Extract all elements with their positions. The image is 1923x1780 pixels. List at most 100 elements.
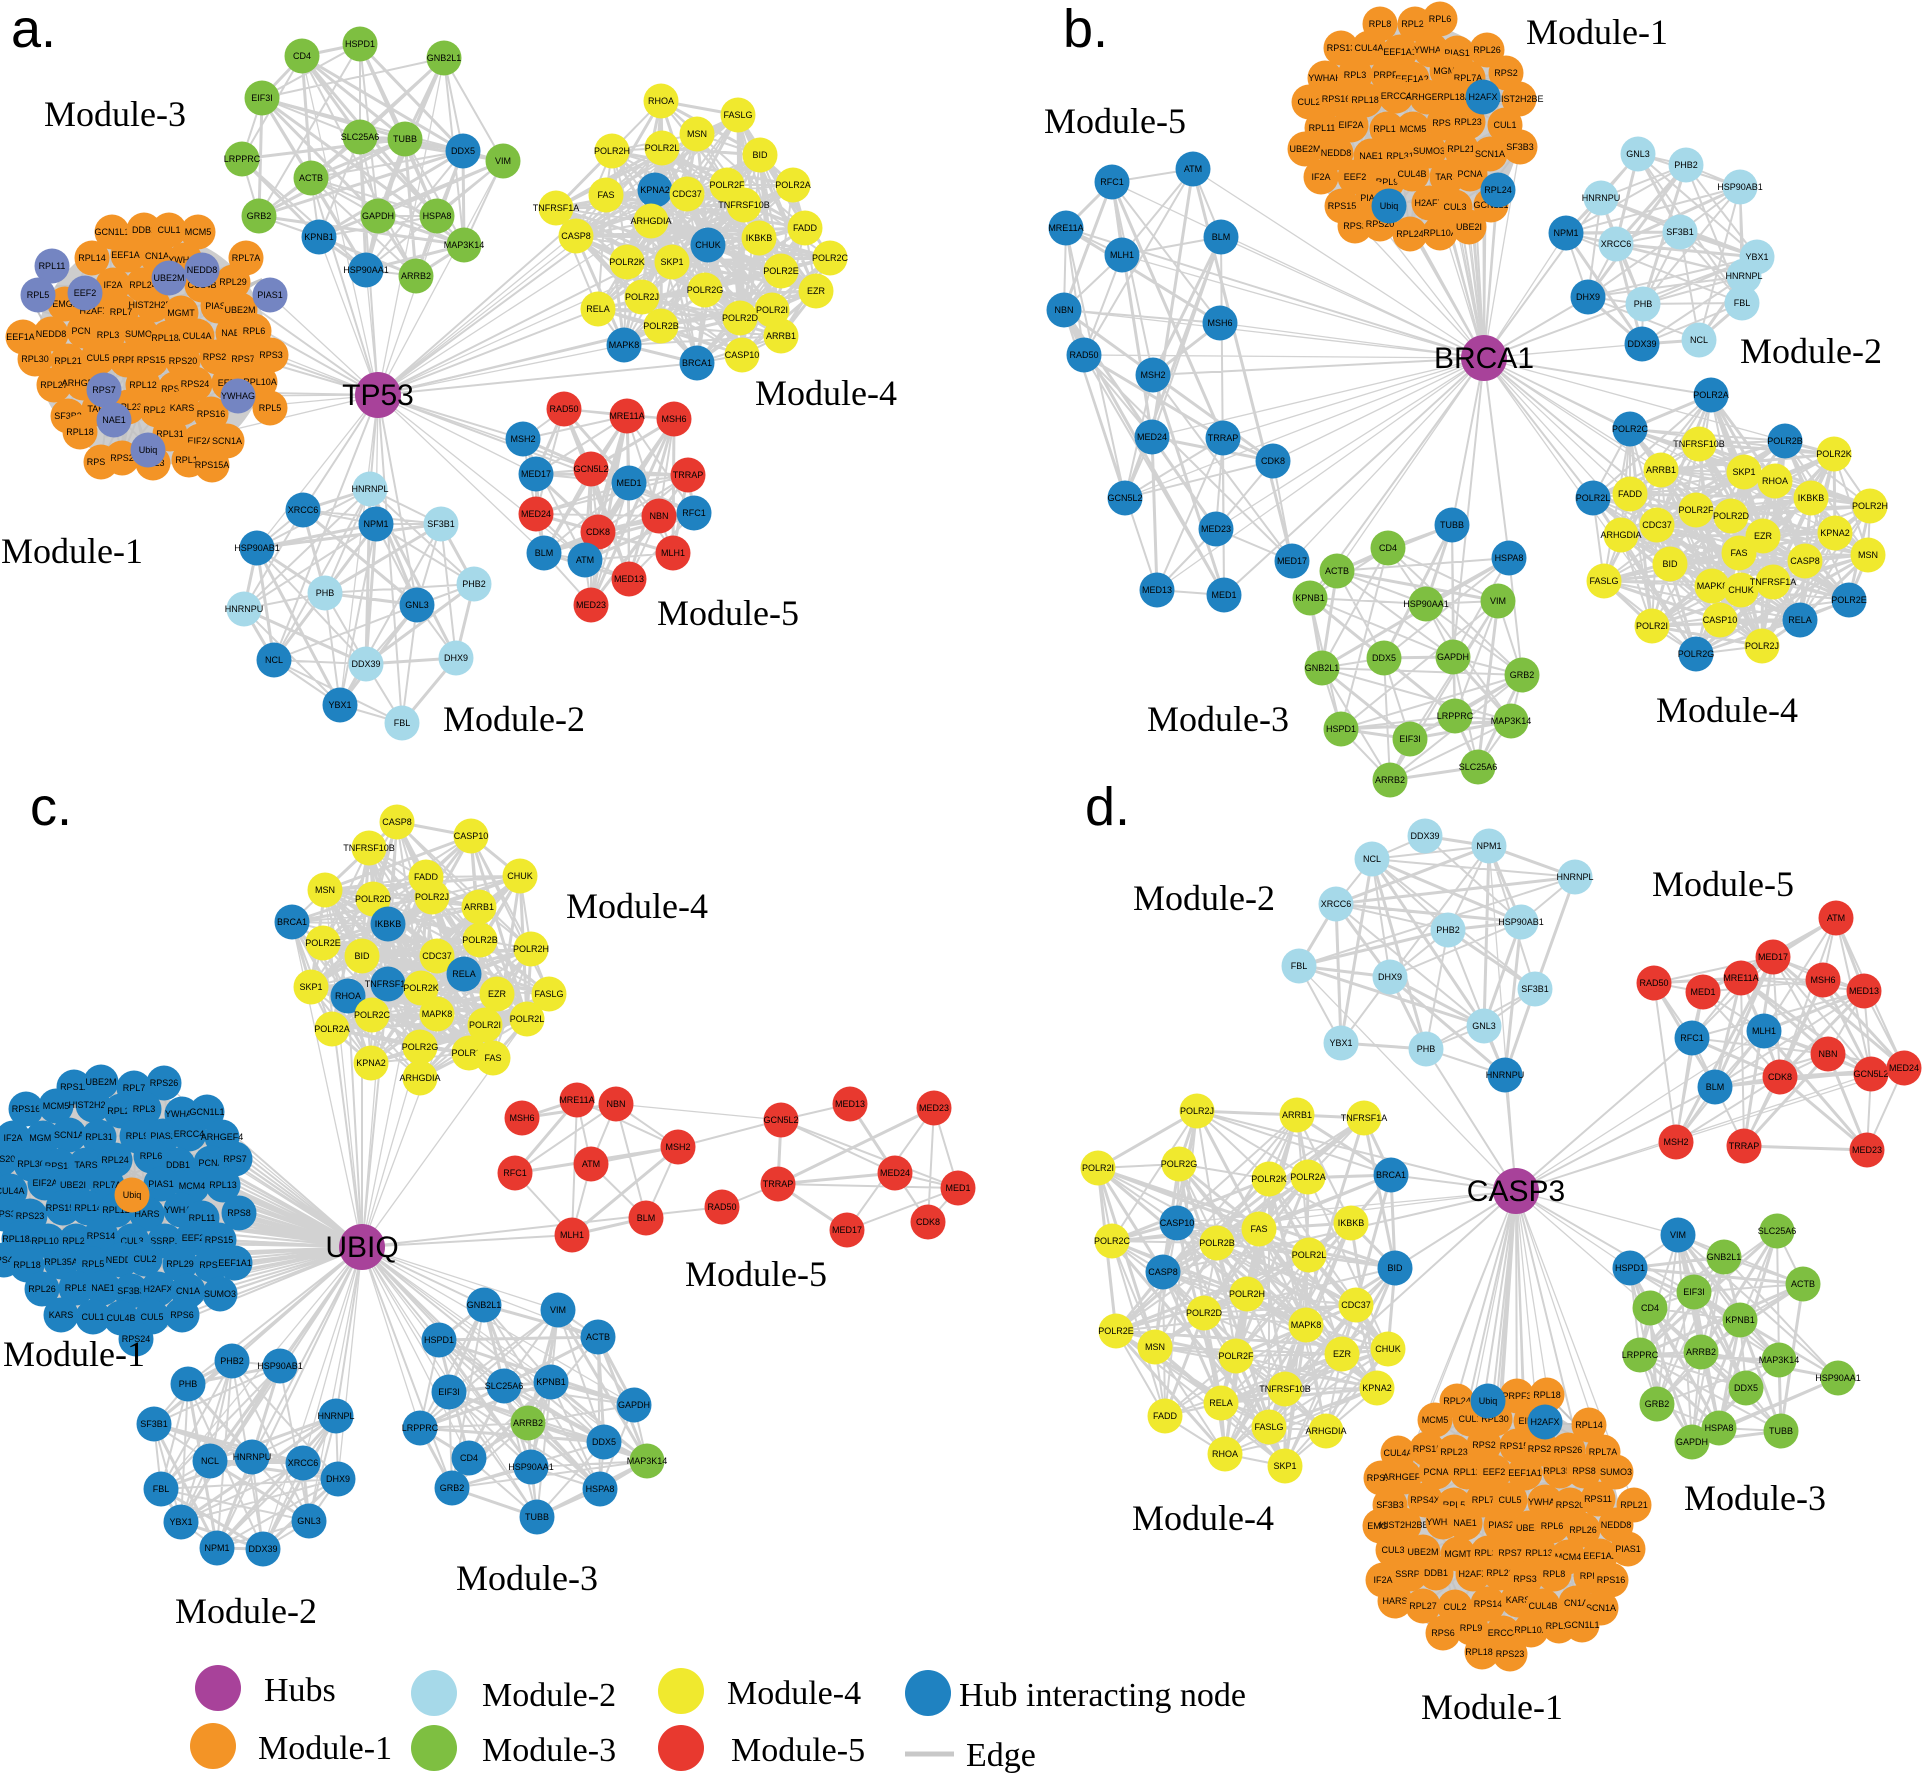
svg-text:CASP10: CASP10 (454, 831, 489, 841)
svg-text:UBE2I: UBE2I (1516, 1523, 1542, 1533)
svg-text:EEF1A1: EEF1A1 (218, 1258, 252, 1268)
svg-text:CN1A: CN1A (176, 1286, 200, 1296)
svg-text:RPL7A: RPL7A (232, 253, 261, 263)
svg-text:RPL23: RPL23 (1454, 117, 1482, 127)
svg-text:H2AFX: H2AFX (1530, 1417, 1559, 1427)
svg-text:RPL9: RPL9 (126, 1131, 149, 1141)
svg-text:Module-3: Module-3 (1684, 1478, 1826, 1518)
svg-text:CUL3: CUL3 (120, 1236, 143, 1246)
svg-text:RPL26: RPL26 (1473, 45, 1501, 55)
svg-text:HARS: HARS (134, 1209, 159, 1219)
svg-text:IF2A: IF2A (103, 280, 122, 290)
svg-text:TP53: TP53 (342, 379, 414, 412)
svg-text:RPS20: RPS20 (1366, 219, 1395, 229)
svg-text:MRE11A: MRE11A (1723, 973, 1758, 983)
svg-text:CASP10: CASP10 (725, 350, 760, 360)
svg-text:MLH1: MLH1 (1752, 1026, 1776, 1036)
svg-text:NEDD8: NEDD8 (36, 329, 67, 339)
svg-text:RPL3: RPL3 (97, 330, 120, 340)
svg-text:YWHAH: YWHAH (164, 1205, 198, 1215)
svg-text:MSN: MSN (687, 129, 707, 139)
svg-text:MED13: MED13 (835, 1099, 865, 1109)
svg-text:MAPK8: MAPK8 (609, 340, 640, 350)
svg-text:RPS14: RPS14 (87, 1231, 116, 1241)
svg-text:RPL6: RPL6 (140, 1151, 163, 1161)
svg-text:RPS15: RPS15 (137, 355, 166, 365)
svg-text:MED17: MED17 (832, 1225, 862, 1235)
svg-text:EIF2A: EIF2A (187, 436, 212, 446)
svg-text:EEF1A2: EEF1A2 (1583, 1551, 1617, 1561)
svg-text:KARS: KARS (1506, 1595, 1531, 1605)
svg-text:HSPA8: HSPA8 (1705, 1423, 1734, 1433)
svg-text:IKBKB: IKBKB (746, 233, 773, 243)
svg-text:GAPDH: GAPDH (362, 211, 394, 221)
svg-text:PCNA: PCNA (1423, 1467, 1448, 1477)
svg-text:RPL8: RPL8 (1369, 19, 1392, 29)
svg-text:DHX9: DHX9 (444, 653, 468, 663)
svg-text:H2AFX: H2AFX (1458, 1569, 1487, 1579)
svg-text:GCN5L2: GCN5L2 (1107, 493, 1142, 503)
svg-text:POLR2A: POLR2A (1290, 1172, 1326, 1182)
svg-text:CUL5: CUL5 (1498, 1495, 1521, 1505)
svg-text:TUBB: TUBB (1769, 1426, 1793, 1436)
svg-text:XRCC6: XRCC6 (1601, 239, 1632, 249)
svg-text:KPNB1: KPNB1 (304, 232, 334, 242)
svg-text:FAS: FAS (597, 190, 614, 200)
svg-text:RPS16: RPS16 (1322, 94, 1351, 104)
svg-text:RPS20: RPS20 (0, 1154, 15, 1164)
svg-text:DDX39: DDX39 (1627, 339, 1656, 349)
svg-text:RPL10A: RPL10A (1423, 228, 1457, 238)
svg-text:PCNA: PCNA (198, 1158, 223, 1168)
svg-text:POLR2A: POLR2A (314, 1024, 350, 1034)
svg-text:RPL8: RPL8 (1543, 1569, 1566, 1579)
svg-text:MLH1: MLH1 (1110, 250, 1134, 260)
svg-text:RPL12: RPL12 (1453, 1467, 1481, 1477)
svg-text:YWHAH: YWHAH (1426, 1517, 1460, 1527)
svg-text:CD4: CD4 (293, 51, 311, 61)
svg-text:ARRB2: ARRB2 (513, 1418, 543, 1428)
svg-text:GNB2L1: GNB2L1 (427, 53, 462, 63)
svg-text:GRB2: GRB2 (440, 1483, 465, 1493)
svg-text:Module-4: Module-4 (1656, 690, 1798, 730)
svg-text:POLR2B: POLR2B (1767, 436, 1803, 446)
svg-text:SUMO3: SUMO3 (125, 329, 157, 339)
svg-text:HIST2H2BE: HIST2H2BE (1379, 1520, 1428, 1530)
svg-text:NEDD8: NEDD8 (106, 1255, 137, 1265)
svg-text:PCNA: PCNA (71, 326, 96, 336)
svg-text:LRPPRC: LRPPRC (224, 154, 261, 164)
svg-text:RELA: RELA (586, 304, 610, 314)
svg-text:SSRP1: SSRP1 (1395, 1569, 1425, 1579)
svg-text:CDC37: CDC37 (672, 189, 702, 199)
svg-text:SCN1A: SCN1A (1586, 1603, 1616, 1613)
svg-text:RPL11: RPL11 (1309, 123, 1336, 133)
svg-text:RPL18: RPL18 (1351, 95, 1379, 105)
svg-text:BID: BID (1662, 559, 1678, 569)
svg-text:FAS: FAS (1730, 548, 1747, 558)
svg-text:MAP3K14: MAP3K14 (444, 240, 485, 250)
svg-text:DDX5: DDX5 (1734, 1383, 1758, 1393)
svg-text:MSN: MSN (315, 885, 335, 895)
svg-text:CHUK: CHUK (1375, 1344, 1401, 1354)
svg-text:FASLG: FASLG (1254, 1422, 1283, 1432)
svg-text:NAE1: NAE1 (91, 1283, 115, 1293)
svg-text:FBL: FBL (1734, 298, 1751, 308)
svg-text:RPS7: RPS7 (92, 385, 116, 395)
svg-text:FBL: FBL (394, 718, 411, 728)
svg-text:DDX5: DDX5 (451, 146, 475, 156)
svg-text:ERCC4: ERCC4 (1488, 1628, 1519, 1638)
svg-text:PRPF3: PRPF3 (112, 355, 141, 365)
svg-text:FBL: FBL (153, 1484, 170, 1494)
svg-text:GCN1L1: GCN1L1 (1564, 1620, 1599, 1630)
svg-text:RPS8: RPS8 (1572, 1466, 1596, 1476)
svg-text:RPS2: RPS2 (1472, 1440, 1496, 1450)
svg-text:RPS15: RPS15 (1328, 201, 1357, 211)
svg-text:RAD50: RAD50 (707, 1202, 736, 1212)
svg-text:GAPDH: GAPDH (1676, 1437, 1708, 1447)
svg-text:POLR2D: POLR2D (355, 894, 392, 904)
svg-text:SUMO3: SUMO3 (1600, 1467, 1632, 1477)
svg-text:NCL: NCL (1363, 854, 1381, 864)
svg-text:HSPD1: HSPD1 (1326, 724, 1356, 734)
svg-text:VIM: VIM (495, 156, 511, 166)
svg-text:TARS: TARS (87, 404, 110, 414)
svg-text:RPL31: RPL31 (1474, 1548, 1502, 1558)
